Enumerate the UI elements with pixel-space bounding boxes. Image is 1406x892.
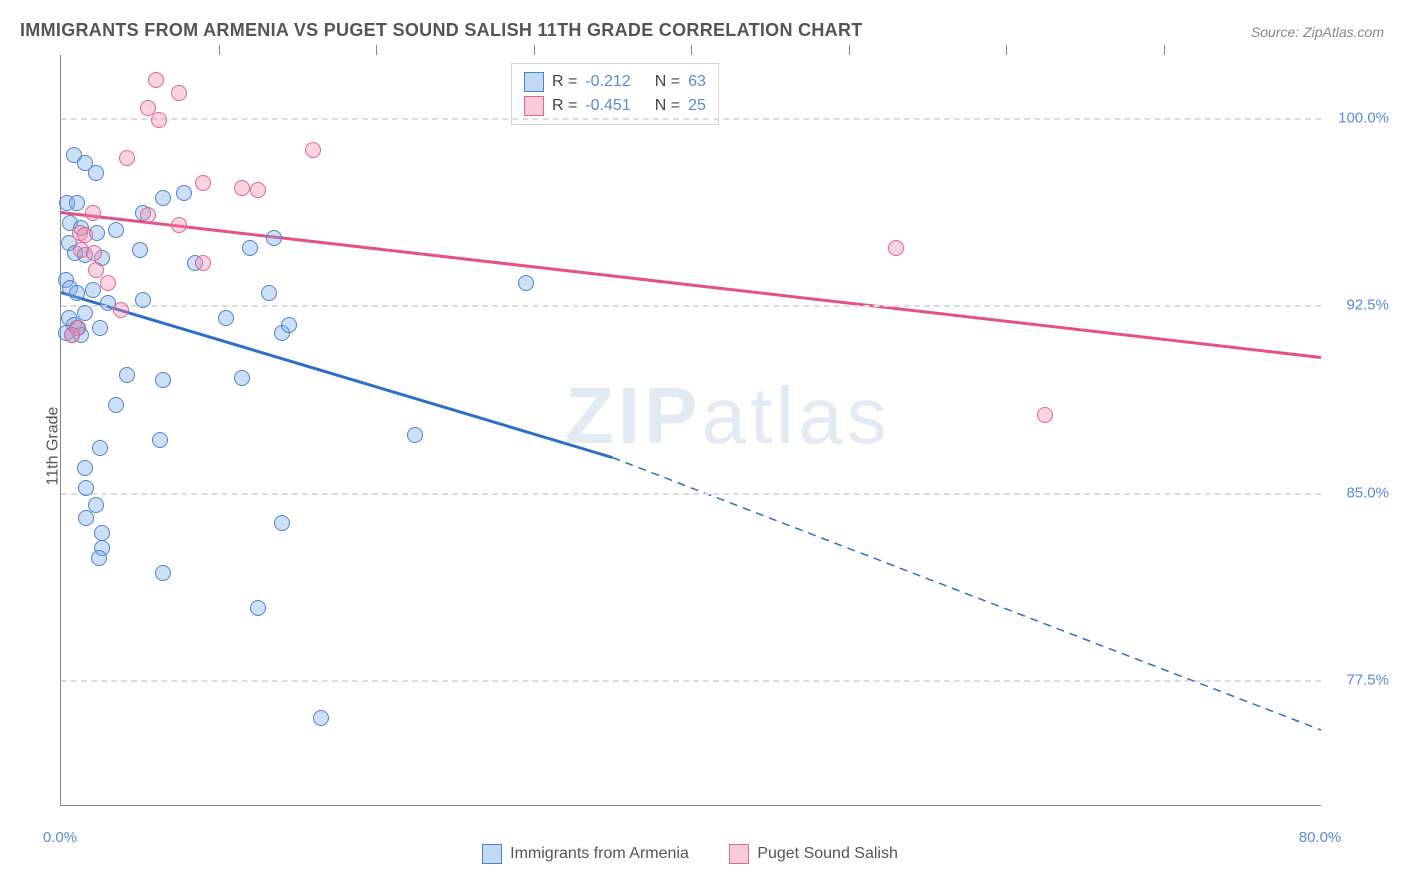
legend-r-label: R = [552,94,577,118]
trend-line [61,213,1321,358]
scatter-point [274,515,290,531]
source-label: Source: ZipAtlas.com [1251,24,1384,40]
scatter-point [195,255,211,271]
scatter-point [77,305,93,321]
scatter-point [64,327,80,343]
xtick-mark [376,45,377,55]
legend-n-label: N = [655,94,680,118]
legend-bottom-item-2: Puget Sound Salish [729,844,898,864]
legend-n-value-1: 63 [688,70,706,94]
scatter-point [108,222,124,238]
scatter-point [195,175,211,191]
scatter-point [234,370,250,386]
scatter-point [261,285,277,301]
scatter-point [218,310,234,326]
scatter-point [266,230,282,246]
scatter-point [113,302,129,318]
scatter-point [108,397,124,413]
scatter-point [88,262,104,278]
ytick-label: 92.5% [1329,297,1389,314]
scatter-point [69,195,85,211]
legend-r-value-1: -0.212 [585,70,630,94]
scatter-point [85,282,101,298]
trend-line [61,293,612,458]
scatter-point [148,72,164,88]
legend-n-value-2: 25 [688,94,706,118]
legend-bottom-label-1: Immigrants from Armenia [510,845,689,863]
gridline [61,493,1321,495]
scatter-point [888,240,904,256]
scatter-point [77,460,93,476]
xtick-mark [1006,45,1007,55]
scatter-point [88,165,104,181]
scatter-point [151,112,167,128]
xtick-mark [691,45,692,55]
scatter-point [119,367,135,383]
scatter-point [250,600,266,616]
scatter-point [86,245,102,261]
ytick-label: 85.0% [1329,484,1389,501]
scatter-point [242,240,258,256]
x-axis-labels: 0.0%80.0% [60,815,1320,845]
ytick-label: 100.0% [1329,109,1389,126]
xtick-mark [1164,45,1165,55]
scatter-point [135,292,151,308]
scatter-point [155,190,171,206]
scatter-point [171,85,187,101]
scatter-point [281,317,297,333]
scatter-point [92,320,108,336]
legend-swatch-blue-icon [482,844,502,864]
gridline [61,118,1321,120]
scatter-point [140,207,156,223]
chart-container: IMMIGRANTS FROM ARMENIA VS PUGET SOUND S… [0,0,1406,892]
xtick-mark [849,45,850,55]
scatter-point [85,205,101,221]
scatter-point [91,550,107,566]
gridline [61,680,1321,682]
scatter-point [234,180,250,196]
legend-top: R = -0.212 N = 63 R = -0.451 N = 25 [511,63,719,125]
scatter-point [1037,407,1053,423]
legend-swatch-pink-icon [729,844,749,864]
xtick-mark [219,45,220,55]
legend-bottom-label-2: Puget Sound Salish [757,845,898,863]
scatter-point [171,217,187,233]
legend-bottom-item-1: Immigrants from Armenia [482,844,689,864]
scatter-point [250,182,266,198]
scatter-point [77,227,93,243]
ytick-label: 77.5% [1329,672,1389,689]
trend-line [612,458,1321,731]
scatter-point [305,142,321,158]
legend-top-row-2: R = -0.451 N = 25 [524,94,706,118]
scatter-point [518,275,534,291]
scatter-point [132,242,148,258]
trend-lines-layer [61,55,1321,805]
legend-r-label: R = [552,70,577,94]
chart-title: IMMIGRANTS FROM ARMENIA VS PUGET SOUND S… [20,20,863,41]
scatter-point [78,510,94,526]
scatter-point [155,372,171,388]
legend-r-value-2: -0.451 [585,94,630,118]
scatter-point [78,480,94,496]
gridline [61,305,1321,307]
legend-n-label: N = [655,70,680,94]
legend-swatch-pink [524,96,544,116]
scatter-point [407,427,423,443]
scatter-point [69,285,85,301]
legend-top-row-1: R = -0.212 N = 63 [524,70,706,94]
legend-bottom: Immigrants from Armenia Puget Sound Sali… [60,844,1320,869]
scatter-point [94,525,110,541]
scatter-point [100,275,116,291]
legend-swatch-blue [524,72,544,92]
scatter-point [313,710,329,726]
scatter-point [152,432,168,448]
scatter-point [155,565,171,581]
scatter-point [92,440,108,456]
scatter-point [119,150,135,166]
xtick-mark [534,45,535,55]
plot-area: ZIPatlas R = -0.212 N = 63 R = -0.451 N … [60,55,1321,806]
scatter-point [176,185,192,201]
